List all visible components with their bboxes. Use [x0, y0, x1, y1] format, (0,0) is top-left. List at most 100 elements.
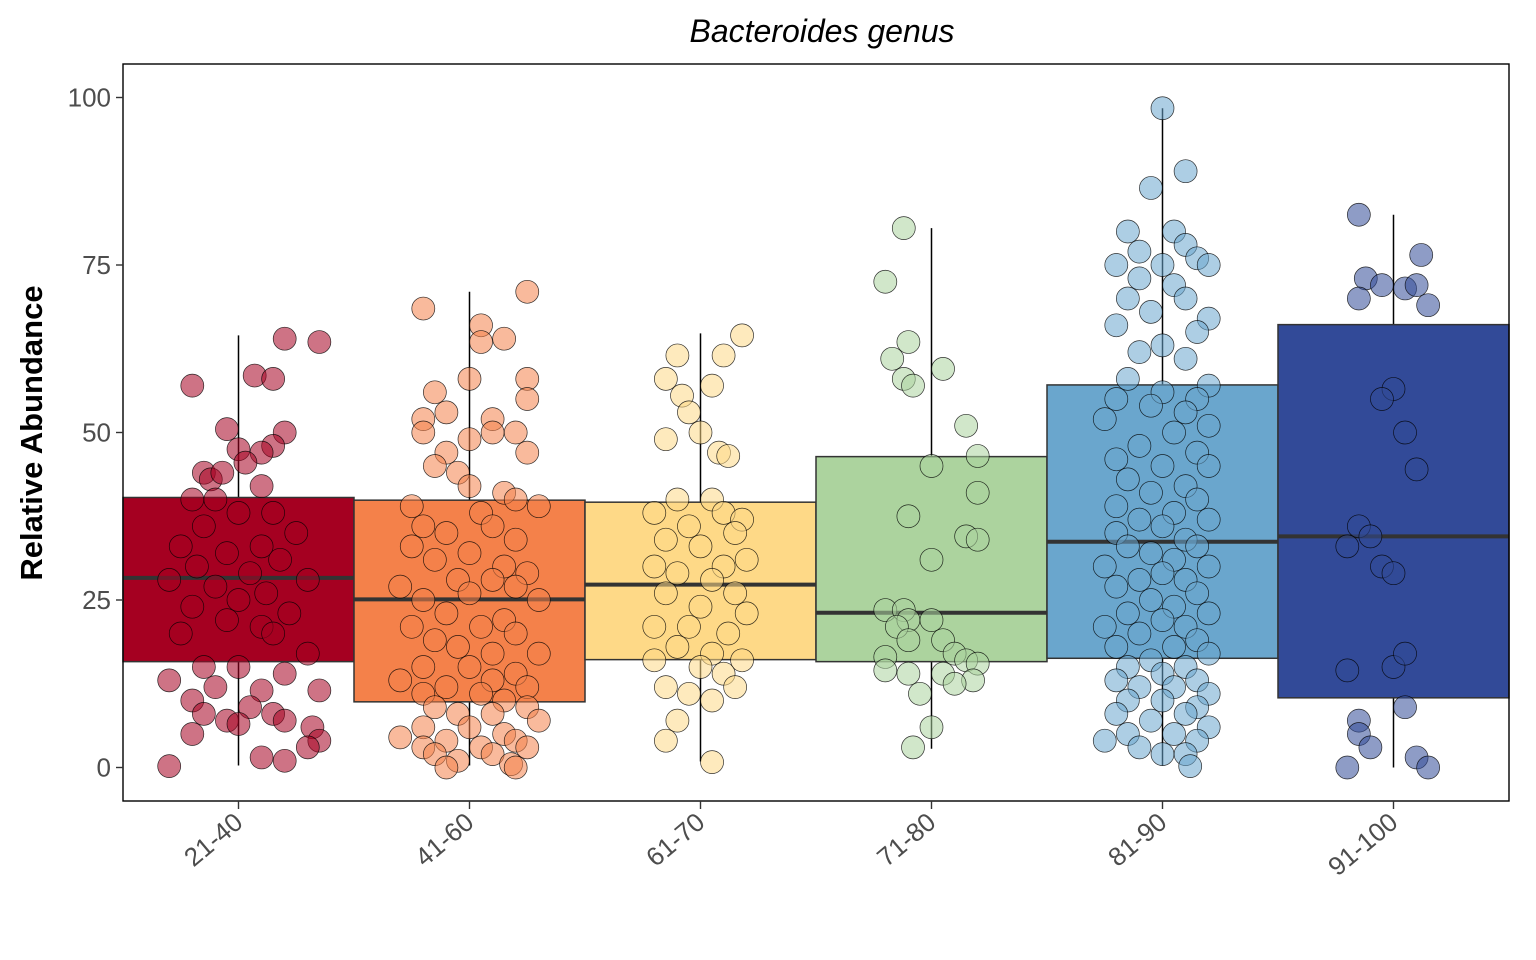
data-point — [1335, 534, 1360, 559]
x-tick-label: 21-40 — [178, 807, 248, 873]
data-point — [411, 296, 436, 321]
data-point — [1185, 581, 1210, 606]
data-point — [896, 628, 921, 653]
data-point — [215, 417, 239, 441]
data-point — [891, 216, 916, 240]
data-point — [180, 487, 205, 512]
data-point — [1139, 300, 1163, 324]
data-point — [1173, 286, 1198, 311]
data-point — [965, 444, 990, 468]
data-point — [399, 494, 424, 519]
data-point — [1104, 387, 1129, 411]
y-axis: 0 25 50 75 100 — [68, 83, 123, 783]
boxes-layer — [122, 108, 1510, 768]
data-point — [1092, 728, 1117, 753]
x-axis: 21-40 41-60 61-70 71-80 81-90 91-100 — [178, 801, 1403, 882]
data-point — [388, 668, 413, 693]
data-point — [688, 655, 713, 679]
data-point — [457, 541, 482, 565]
x-tick-label: 71-80 — [871, 807, 941, 873]
data-point — [1104, 253, 1129, 277]
data-point — [1150, 514, 1175, 539]
data-point — [1185, 534, 1210, 559]
data-point — [1335, 755, 1360, 780]
data-point — [157, 754, 182, 779]
data-point — [1150, 96, 1175, 121]
data-point — [653, 581, 678, 606]
data-point — [677, 614, 701, 639]
data-point — [665, 487, 690, 512]
data-point — [480, 420, 505, 445]
data-point — [1104, 313, 1129, 338]
data-point — [1139, 588, 1163, 612]
data-point — [1115, 601, 1140, 626]
data-point — [480, 742, 505, 766]
data-point — [700, 750, 724, 774]
data-point — [1346, 286, 1371, 311]
data-point — [480, 702, 505, 726]
data-point — [295, 641, 320, 666]
data-point — [515, 279, 540, 304]
data-point — [1127, 434, 1152, 458]
data-point — [515, 735, 540, 760]
data-point — [411, 420, 436, 445]
data-point — [503, 527, 528, 552]
data-point — [1115, 367, 1140, 391]
data-point — [185, 554, 209, 579]
data-point — [168, 621, 193, 646]
y-tick-label: 100 — [68, 83, 111, 113]
data-point — [1092, 554, 1117, 579]
y-tick-label: 75 — [82, 250, 111, 280]
data-point — [192, 514, 216, 539]
data-point — [277, 601, 302, 626]
data-point — [1196, 641, 1221, 666]
data-point — [388, 725, 413, 750]
data-point — [238, 695, 262, 720]
data-point — [457, 715, 482, 740]
data-point — [1150, 742, 1175, 766]
data-point — [1173, 400, 1198, 425]
data-point — [238, 561, 262, 586]
data-point — [954, 413, 979, 438]
data-point — [434, 601, 459, 626]
data-point — [226, 588, 251, 612]
data-point — [665, 635, 690, 659]
data-point — [261, 621, 285, 646]
data-point — [1127, 239, 1152, 264]
data-point — [931, 357, 955, 381]
data-point — [1150, 608, 1175, 632]
data-point — [446, 635, 470, 659]
data-point — [503, 420, 528, 445]
data-point — [1150, 454, 1175, 478]
data-point — [1127, 568, 1152, 592]
data-point — [1162, 635, 1186, 659]
data-point — [1173, 702, 1198, 726]
x-tick-label: 91-100 — [1322, 807, 1403, 882]
data-point — [203, 574, 228, 599]
data-point — [653, 427, 678, 452]
data-point — [642, 614, 667, 639]
data-point — [480, 514, 505, 539]
data-point — [896, 661, 921, 686]
data-point — [249, 678, 274, 703]
data-point — [295, 568, 320, 592]
data-point — [1404, 457, 1429, 482]
data-point — [203, 675, 228, 699]
data-point — [730, 648, 754, 673]
data-point — [1196, 554, 1221, 579]
data-point — [873, 269, 898, 294]
data-point — [677, 514, 701, 539]
data-point — [1092, 614, 1117, 639]
data-point — [503, 621, 528, 646]
x-tick-label: 81-90 — [1102, 807, 1172, 873]
data-point — [1404, 273, 1429, 297]
data-point — [526, 708, 551, 733]
data-point — [515, 675, 540, 699]
data-point — [1185, 487, 1210, 512]
data-point — [665, 561, 690, 586]
data-point — [411, 514, 436, 539]
data-point — [192, 702, 216, 726]
data-point — [254, 581, 279, 606]
data-point — [880, 346, 905, 371]
data-point — [873, 658, 898, 683]
